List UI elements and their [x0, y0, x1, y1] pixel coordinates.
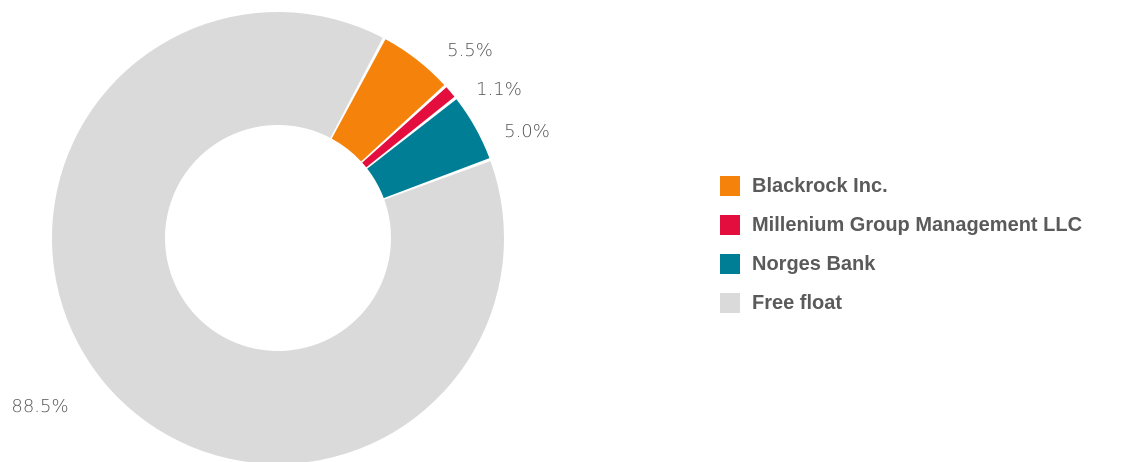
data-label-blackrock-inc: 5.5% [447, 40, 493, 61]
legend-item: Blackrock Inc. [720, 172, 1082, 200]
slice-norges-bank [367, 99, 490, 199]
data-label-free-float: 88.5% [11, 396, 68, 417]
legend-label: Blackrock Inc. [752, 174, 888, 197]
data-label-norges-bank: 5.0% [504, 121, 550, 142]
legend-label: Norges Bank [752, 252, 876, 275]
legend-swatch [720, 293, 740, 313]
donut-slices [52, 12, 504, 462]
legend-item: Millenium Group Management LLC [720, 211, 1082, 239]
slice-millenium-group-management-llc [362, 87, 455, 168]
legend-swatch [720, 176, 740, 196]
legend-label: Millenium Group Management LLC [752, 213, 1083, 236]
legend-item: Free float [720, 289, 1082, 317]
legend-swatch [720, 215, 740, 235]
legend-item: Norges Bank [720, 250, 1082, 278]
slice-blackrock-inc [331, 39, 445, 162]
data-labels: 5.5% 1.1% 5.0% 88.5% [11, 40, 549, 417]
slice-free-float [52, 12, 504, 462]
data-label-millenium-group-management-llc: 1.1% [476, 79, 522, 100]
legend-swatch [720, 254, 740, 274]
legend-label: Free float [752, 291, 843, 314]
legend: Blackrock Inc. Millenium Group Management… [720, 172, 1082, 317]
